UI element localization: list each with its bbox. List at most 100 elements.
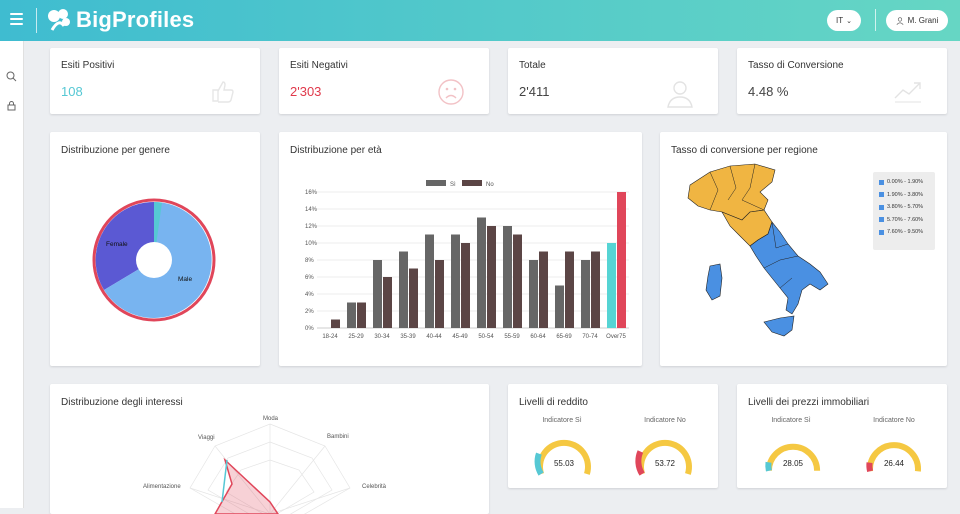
chevron-down-icon: ⌄ [846, 17, 852, 25]
kpi-card-positive: Esiti Positivi 108 [50, 48, 260, 114]
x-tick-label: 50-54 [478, 334, 494, 340]
x-tick-label: 40-44 [426, 334, 442, 340]
search-icon[interactable] [5, 70, 18, 83]
bar-no [383, 277, 392, 328]
user-name: M. Grani [907, 16, 939, 25]
radar-axis-label: Bambini [327, 434, 349, 440]
x-tick-label: 70-74 [582, 334, 598, 340]
radar-axis-label: Viaggi [198, 435, 215, 441]
x-tick-label: 30-34 [374, 334, 390, 340]
kpi-value: 2'411 [519, 84, 550, 99]
bar-no [539, 251, 548, 328]
x-tick-label: 55-59 [504, 334, 520, 340]
lock-icon[interactable] [5, 99, 18, 112]
age-bar-chart: Sì No 0% 2% 4% 6% 8% 10% 12% 14% 16% 18-24 25-29 30… [305, 180, 629, 340]
x-tick-label: 35-39 [400, 334, 416, 340]
kpi-label: Tasso di Conversione [748, 60, 844, 71]
pie-label-male: Male [178, 276, 192, 283]
y-tick-label: 10% [305, 241, 318, 247]
user-icon [667, 81, 693, 108]
legend-item[interactable]: 0.00% - 1.90% [879, 176, 929, 189]
sidebar [0, 41, 24, 508]
gauge-value: 55.03 [554, 459, 575, 468]
bar-si [399, 251, 408, 328]
radar-axis-label: Celebrità [362, 484, 387, 490]
legend-label-si: Sì [450, 182, 456, 188]
chart-title: Tasso di conversione per regione [671, 145, 818, 156]
bar-si [477, 217, 486, 328]
chart-title: Distribuzione per età [290, 145, 382, 156]
user-menu-button[interactable]: M. Grani [886, 10, 948, 31]
thumbs-up-icon [212, 81, 234, 103]
y-tick-label: 8% [305, 258, 314, 264]
chart-title: Livelli dei prezzi immobiliari [748, 397, 870, 408]
y-tick-label: 14% [305, 207, 318, 213]
region-sardinia [705, 263, 723, 301]
bar-si [425, 234, 434, 328]
map-legend: 0.00% - 1.90% 1.90% - 3.80% 3.80% - 5.70… [873, 172, 935, 250]
brand-name: BigProfiles [76, 7, 195, 32]
kpi-label: Esiti Negativi [290, 60, 348, 71]
kpi-value: 4.48 % [748, 84, 789, 99]
legend-item[interactable]: 3.80% - 5.70% [879, 201, 929, 214]
age-chart-card: Distribuzione per età Sì No 0% 2% 4% 6% 8% 10… [279, 132, 642, 366]
radar-axis-label: Moda [263, 416, 279, 422]
y-tick-label: 6% [305, 275, 314, 281]
gauge-label: Indicatore Sì [542, 417, 582, 424]
chart-title: Livelli di reddito [519, 397, 588, 408]
bar-si [529, 260, 538, 328]
bar-no [617, 192, 626, 328]
legend-item[interactable]: 5.70% - 7.60% [879, 214, 929, 227]
kpi-label: Esiti Positivi [61, 60, 115, 71]
kpi-card-conversion: Tasso di Conversione 4.48 % [737, 48, 947, 114]
bar-no [461, 243, 470, 328]
trend-up-icon [894, 82, 921, 103]
gauge-value: 26.44 [884, 459, 905, 468]
brand-logo[interactable]: BigProfiles [46, 6, 194, 34]
kpi-value: 2'303 [290, 84, 322, 99]
bar-si [503, 226, 512, 328]
legend-item[interactable]: 7.60% - 9.50% [879, 226, 929, 239]
property-gauges: 28.05 26.44 [765, 442, 921, 473]
region-south [749, 221, 829, 315]
bar-no [357, 302, 366, 328]
gauge-label: Indicatore No [873, 417, 915, 424]
region-map-card: Tasso di conversione per regione 0.00% -… [660, 132, 947, 366]
bar-si [451, 234, 460, 328]
interests-radar-chart: Moda Bambini Celebrità Viaggi Alimentazi… [143, 416, 387, 514]
bar-no [409, 268, 418, 328]
language-value: IT [836, 16, 844, 25]
gauge-value: 28.05 [783, 459, 804, 468]
gender-chart-card: Distribuzione per genere Female Male [50, 132, 260, 366]
bar-no [435, 260, 444, 328]
region-sicily [763, 315, 795, 337]
language-select[interactable]: IT ⌄ [827, 10, 861, 31]
x-tick-label: 45-49 [452, 334, 468, 340]
bar-si [581, 260, 590, 328]
gauge-value: 53.72 [655, 459, 676, 468]
bar-si [373, 260, 382, 328]
radar-series-si [221, 459, 228, 503]
pie-label-female: Female [106, 241, 128, 248]
legend-swatch-no [462, 180, 482, 186]
property-card: Livelli dei prezzi immobiliari Indicator… [737, 384, 947, 488]
legend-label-no: No [486, 182, 494, 188]
radar-series-no [214, 457, 279, 514]
bar-no [331, 319, 340, 328]
legend-item[interactable]: 1.90% - 3.80% [879, 189, 929, 202]
kpi-card-total: Totale 2'411 [508, 48, 718, 114]
divider [36, 8, 37, 33]
divider [875, 9, 876, 31]
bar-no [565, 251, 574, 328]
interests-chart-card: Distribuzione degli interessi Moda Bambi… [50, 384, 489, 514]
gauge-label: Indicatore Sì [771, 417, 811, 424]
sad-face-icon [438, 79, 464, 105]
income-card: Livelli di reddito Indicatore Sì Indicat… [508, 384, 718, 488]
bar-si [555, 285, 564, 328]
y-tick-label: 0% [305, 326, 314, 332]
x-tick-label: 18-24 [322, 334, 338, 340]
italy-map[interactable] [680, 160, 845, 360]
menu-icon[interactable] [10, 13, 23, 25]
gauge-label: Indicatore No [644, 417, 686, 424]
gender-pie-chart: Female Male [92, 198, 216, 322]
